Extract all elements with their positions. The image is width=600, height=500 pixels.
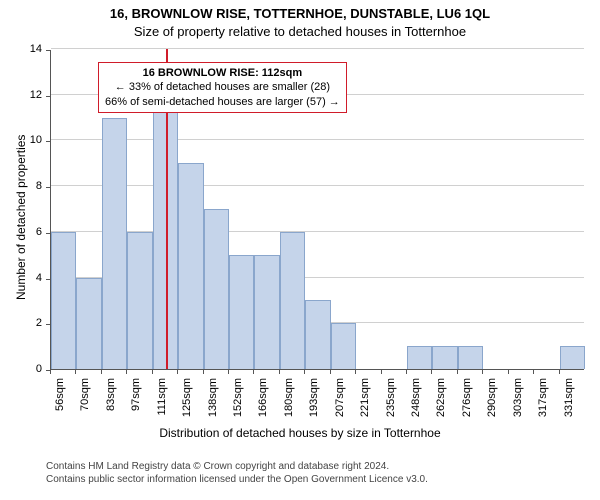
xtick-label: 193sqm	[308, 378, 320, 422]
footer-line1: Contains HM Land Registry data © Crown c…	[46, 460, 428, 473]
xtick-label: 56sqm	[54, 378, 66, 422]
ytick-label: 4	[22, 272, 42, 284]
xtick-label: 166sqm	[257, 378, 269, 422]
xtick-mark	[431, 370, 432, 374]
xtick-label: 303sqm	[512, 378, 524, 422]
xtick-mark	[330, 370, 331, 374]
xtick-label: 97sqm	[130, 378, 142, 422]
xtick-mark	[228, 370, 229, 374]
ytick-label: 14	[22, 43, 42, 55]
xtick-mark	[152, 370, 153, 374]
xtick-label: 331sqm	[563, 378, 575, 422]
histogram-bar	[305, 300, 330, 369]
xtick-label: 83sqm	[105, 378, 117, 422]
xtick-mark	[304, 370, 305, 374]
ytick-label: 8	[22, 180, 42, 192]
xtick-mark	[177, 370, 178, 374]
histogram-bar	[102, 118, 127, 369]
ytick-mark	[46, 187, 50, 188]
xtick-label: 221sqm	[359, 378, 371, 422]
ytick-label: 0	[22, 363, 42, 375]
xtick-mark	[203, 370, 204, 374]
xtick-label: 235sqm	[385, 378, 397, 422]
xtick-label: 138sqm	[207, 378, 219, 422]
histogram-bar	[458, 346, 483, 369]
x-axis-label: Distribution of detached houses by size …	[0, 426, 600, 440]
marker-info-box: 16 BROWNLOW RISE: 112sqm← 33% of detache…	[98, 62, 347, 113]
ytick-mark	[46, 324, 50, 325]
xtick-mark	[381, 370, 382, 374]
xtick-mark	[50, 370, 51, 374]
ytick-mark	[46, 50, 50, 51]
ytick-mark	[46, 233, 50, 234]
histogram-bar	[127, 232, 152, 369]
histogram-bar	[204, 209, 229, 369]
ytick-label: 10	[22, 134, 42, 146]
histogram-bar	[76, 278, 101, 369]
xtick-mark	[482, 370, 483, 374]
xtick-mark	[559, 370, 560, 374]
footer-attribution: Contains HM Land Registry data © Crown c…	[46, 460, 428, 486]
ytick-mark	[46, 96, 50, 97]
gridline	[51, 185, 584, 186]
xtick-label: 180sqm	[283, 378, 295, 422]
xtick-mark	[279, 370, 280, 374]
xtick-mark	[101, 370, 102, 374]
histogram-bar	[560, 346, 585, 369]
xtick-mark	[457, 370, 458, 374]
ytick-label: 6	[22, 226, 42, 238]
xtick-mark	[533, 370, 534, 374]
histogram-bar	[432, 346, 457, 369]
ytick-mark	[46, 279, 50, 280]
xtick-mark	[508, 370, 509, 374]
xtick-label: 207sqm	[334, 378, 346, 422]
gridline	[51, 48, 584, 49]
gridline	[51, 139, 584, 140]
xtick-label: 111sqm	[156, 378, 168, 422]
xtick-mark	[253, 370, 254, 374]
histogram-bar	[178, 163, 203, 369]
xtick-label: 70sqm	[79, 378, 91, 422]
histogram-bar	[331, 323, 356, 369]
xtick-label: 290sqm	[486, 378, 498, 422]
histogram-bar	[407, 346, 432, 369]
histogram-bar	[51, 232, 76, 369]
xtick-mark	[355, 370, 356, 374]
xtick-label: 317sqm	[537, 378, 549, 422]
ytick-mark	[46, 141, 50, 142]
xtick-label: 125sqm	[181, 378, 193, 422]
xtick-label: 152sqm	[232, 378, 244, 422]
ytick-label: 12	[22, 89, 42, 101]
info-box-line: 16 BROWNLOW RISE: 112sqm	[105, 66, 340, 80]
histogram-bar	[229, 255, 254, 369]
footer-line2: Contains public sector information licen…	[46, 473, 428, 486]
chart-container: 16, BROWNLOW RISE, TOTTERNHOE, DUNSTABLE…	[0, 0, 600, 500]
xtick-mark	[126, 370, 127, 374]
ytick-label: 2	[22, 317, 42, 329]
chart-title-line2: Size of property relative to detached ho…	[0, 24, 600, 39]
info-box-line: 66% of semi-detached houses are larger (…	[105, 95, 340, 109]
chart-title-line1: 16, BROWNLOW RISE, TOTTERNHOE, DUNSTABLE…	[0, 6, 600, 21]
info-box-line: ← 33% of detached houses are smaller (28…	[105, 80, 340, 94]
xtick-label: 248sqm	[410, 378, 422, 422]
xtick-mark	[75, 370, 76, 374]
histogram-bar	[280, 232, 305, 369]
histogram-bar	[254, 255, 279, 369]
xtick-label: 276sqm	[461, 378, 473, 422]
xtick-label: 262sqm	[435, 378, 447, 422]
xtick-mark	[406, 370, 407, 374]
